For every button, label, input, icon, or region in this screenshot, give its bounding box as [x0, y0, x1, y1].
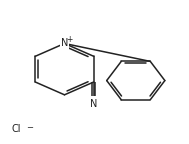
- Text: −: −: [26, 123, 33, 132]
- Text: N: N: [90, 99, 97, 109]
- Text: +: +: [67, 35, 73, 44]
- Text: Cl: Cl: [12, 124, 21, 134]
- Text: N: N: [61, 38, 68, 49]
